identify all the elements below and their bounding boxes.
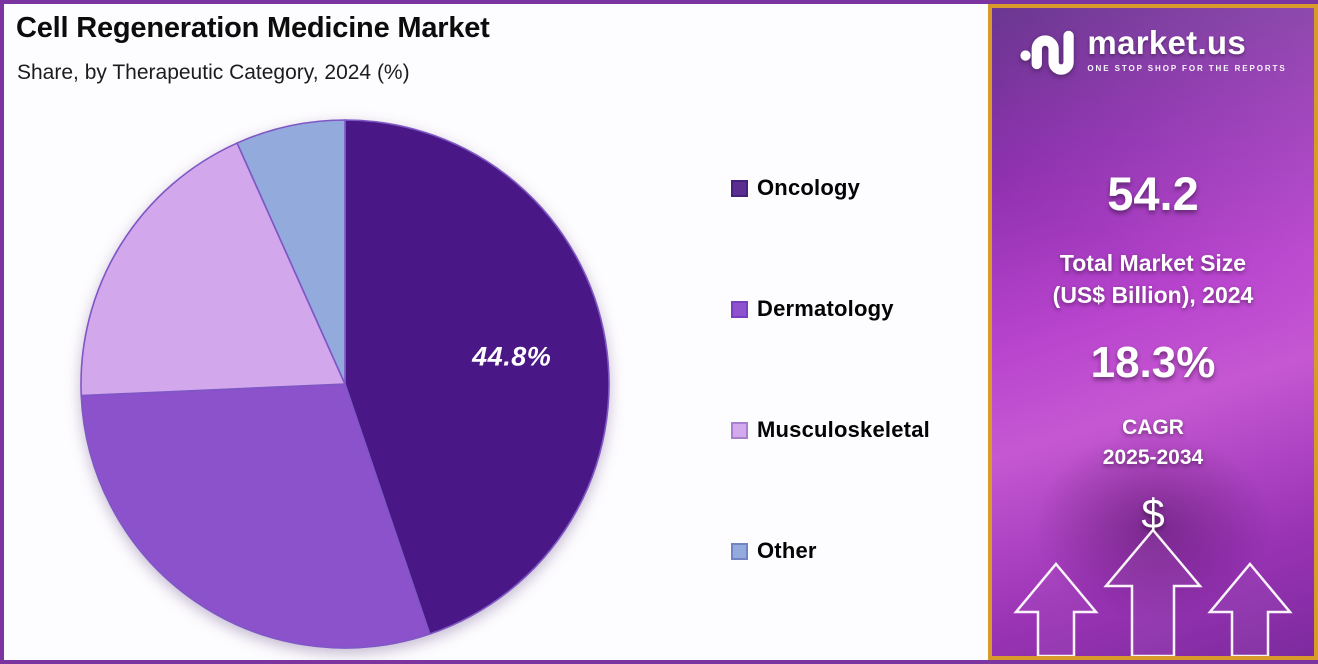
total-market-size-label-line1: Total Market Size	[1059, 250, 1247, 276]
chart-legend: Oncology Dermatology Musculoskeletal Oth…	[731, 175, 930, 564]
total-market-size-value: 54.2	[1107, 167, 1199, 220]
legend-swatch-other	[731, 542, 748, 560]
legend-item-musculoskeletal: Musculoskeletal	[731, 417, 930, 443]
legend-item-other: Other	[731, 538, 930, 564]
pie-slice-other	[236, 119, 346, 385]
pie-slice-dermatology	[80, 383, 431, 649]
cagr-value: 18.3%	[1090, 338, 1216, 387]
legend-swatch-oncology	[731, 179, 748, 197]
pie-slice-musculoskeletal	[80, 141, 347, 397]
legend-label-oncology: Oncology	[757, 175, 861, 200]
pie-chart-svg: 44.8%	[80, 119, 610, 649]
cagr-label-line2: 2025-2034	[1102, 446, 1204, 470]
pie-chart: 44.8%	[79, 118, 611, 650]
brand: market.us ONE STOP SHOP FOR THE REPORTS	[992, 20, 1314, 78]
total-market-size-label-line2: (US$ Billion), 2024	[1052, 281, 1254, 308]
page-title: Cell Regeneration Medicine Market	[16, 12, 490, 44]
cagr-label-line1: CAGR	[1122, 416, 1184, 439]
legend-label-dermatology: Dermatology	[757, 296, 894, 321]
chart-panel: Cell Regeneration Medicine Market Share,…	[4, 4, 988, 660]
legend-item-oncology: Oncology	[731, 175, 930, 201]
pie-slice-oncology	[344, 119, 610, 636]
legend-swatch-musculoskeletal	[731, 421, 748, 439]
brand-text: market.us ONE STOP SHOP FOR THE REPORTS	[1087, 26, 1286, 73]
legend-swatch-dermatology	[731, 300, 748, 318]
growth-arrows-icon	[1013, 528, 1293, 656]
legend-item-dermatology: Dermatology	[731, 296, 930, 322]
pie-slice-value-label: 44.8%	[471, 342, 551, 372]
cagr-label: CAGR 2025-2034	[992, 413, 1314, 474]
dollar-icon: $	[1141, 490, 1165, 537]
total-market-size-label: Total Market Size (US$ Billion), 2024	[992, 248, 1314, 311]
market-us-logo-icon	[1020, 30, 1075, 75]
brand-name: market.us	[1087, 23, 1247, 61]
legend-label-other: Other	[757, 538, 817, 563]
page-subtitle: Share, by Therapeutic Category, 2024 (%)	[17, 61, 410, 84]
market-summary-sidebar: market.us ONE STOP SHOP FOR THE REPORTS …	[988, 4, 1318, 660]
legend-label-musculoskeletal: Musculoskeletal	[757, 417, 930, 442]
brand-tagline: ONE STOP SHOP FOR THE REPORTS	[1087, 63, 1287, 73]
